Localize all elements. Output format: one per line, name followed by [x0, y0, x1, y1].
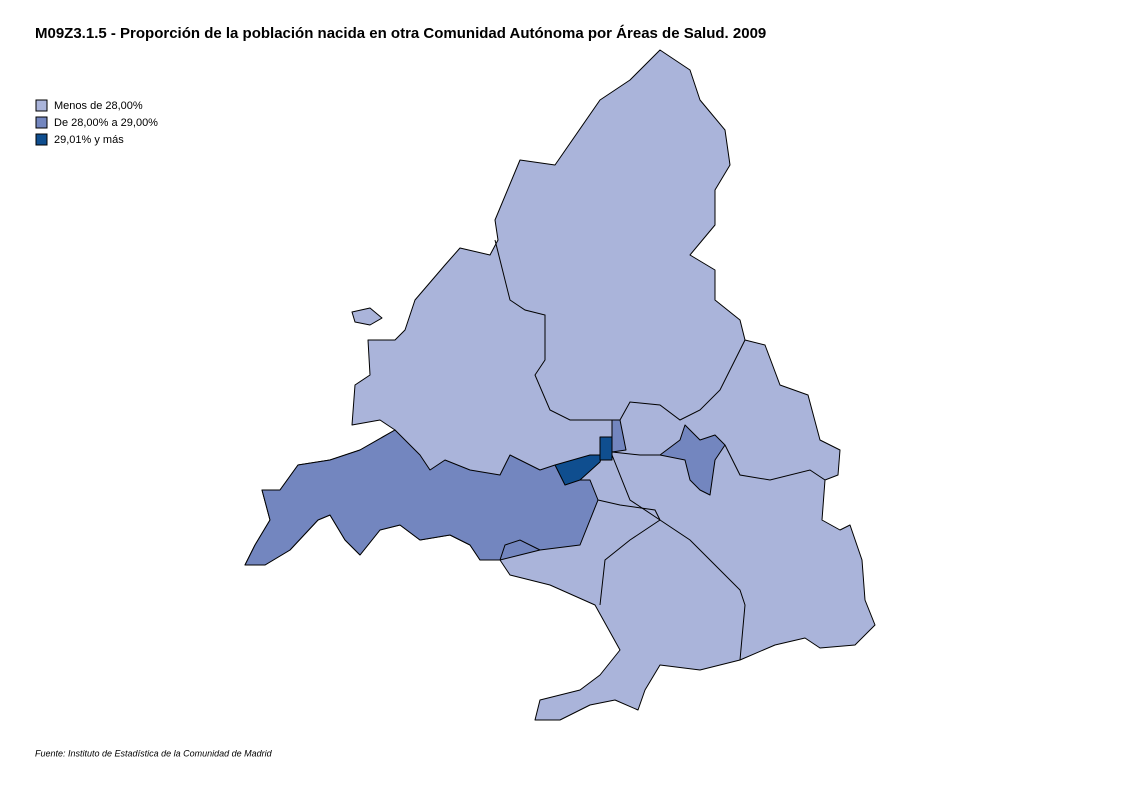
- legend-label: Menos de 28,00%: [54, 100, 143, 112]
- legend-swatch: [35, 133, 48, 146]
- region-border: [611, 454, 746, 661]
- region: [244, 49, 876, 721]
- map: [244, 49, 876, 721]
- region: [599, 436, 613, 461]
- region-border: [611, 451, 660, 456]
- legend: Menos de 28,00% De 28,00% a 29,00% 29,01% …: [35, 99, 158, 146]
- region: [351, 307, 383, 326]
- legend-label: 29,01% y más: [54, 134, 124, 146]
- region-border: [619, 339, 746, 421]
- legend-label: De 28,00% a 29,00%: [54, 117, 158, 129]
- source-note: Fuente: Instituto de Estadística de la C…: [35, 748, 273, 758]
- legend-swatch: [35, 99, 48, 112]
- legend-swatch: [35, 116, 48, 129]
- region-border: [494, 239, 612, 421]
- region: [659, 424, 726, 496]
- region-border: [597, 499, 661, 606]
- map-title: M09Z3.1.5 - Proporción de la población n…: [35, 25, 766, 42]
- region-border: [499, 539, 541, 561]
- region: [554, 454, 603, 486]
- region-border: [724, 444, 826, 481]
